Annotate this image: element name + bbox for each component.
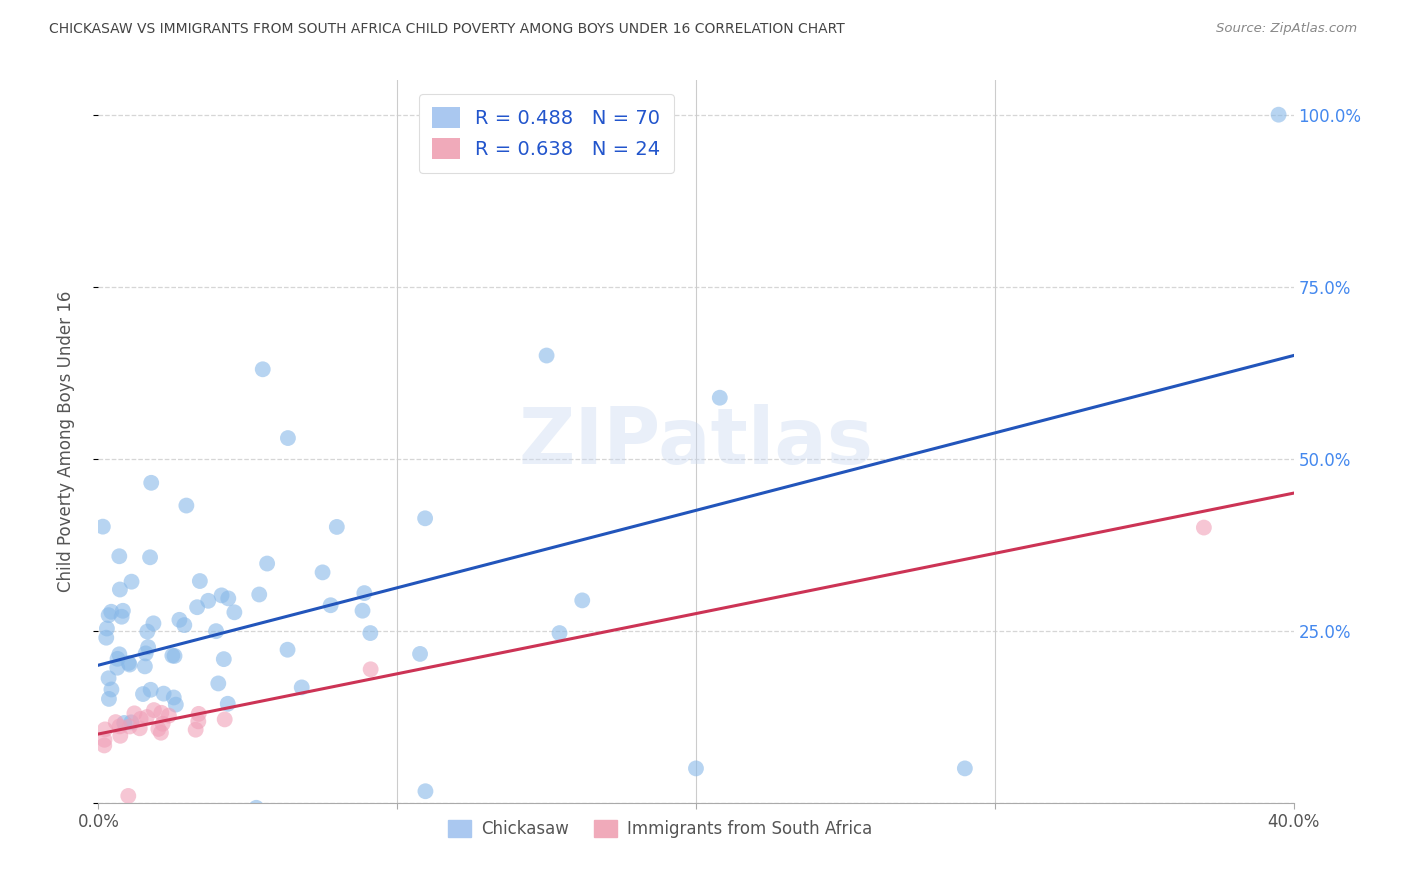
Point — [134, 659, 156, 673]
Point — [132, 687, 155, 701]
Point — [197, 594, 219, 608]
Text: ZIPatlas: ZIPatlas — [519, 403, 873, 480]
Point — [111, 609, 134, 624]
Point — [359, 626, 381, 640]
Point — [117, 656, 139, 670]
Point — [108, 719, 131, 733]
Point — [117, 789, 139, 803]
Point — [104, 715, 127, 730]
Point — [217, 697, 239, 711]
Point — [953, 761, 976, 775]
Point — [187, 706, 209, 721]
Point — [152, 716, 174, 731]
Point — [176, 499, 198, 513]
Point — [96, 622, 118, 636]
Point — [142, 703, 165, 717]
Point — [186, 600, 208, 615]
Point — [97, 608, 120, 623]
Point — [685, 761, 707, 775]
Point — [97, 671, 120, 685]
Point — [247, 587, 270, 601]
Point — [536, 349, 558, 363]
Point — [136, 640, 159, 654]
Point — [148, 722, 170, 736]
Point — [187, 714, 209, 729]
Point — [319, 599, 342, 613]
Point — [1192, 520, 1215, 534]
Text: Source: ZipAtlas.com: Source: ZipAtlas.com — [1216, 22, 1357, 36]
Point — [118, 719, 141, 733]
Point — [277, 431, 299, 445]
Point — [188, 574, 211, 588]
Point — [169, 613, 191, 627]
Point — [105, 661, 128, 675]
Point — [108, 582, 131, 597]
Point — [157, 708, 180, 723]
Point — [207, 676, 229, 690]
Point — [277, 642, 299, 657]
Point — [107, 652, 129, 666]
Point — [211, 588, 233, 602]
Point — [120, 715, 142, 730]
Text: CHICKASAW VS IMMIGRANTS FROM SOUTH AFRICA CHILD POVERTY AMONG BOYS UNDER 16 CORR: CHICKASAW VS IMMIGRANTS FROM SOUTH AFRIC… — [49, 22, 845, 37]
Point — [409, 647, 432, 661]
Point — [205, 624, 228, 639]
Point — [571, 593, 593, 607]
Point — [413, 511, 436, 525]
Point — [415, 784, 437, 798]
Point — [111, 604, 134, 618]
Point — [548, 626, 571, 640]
Point — [112, 716, 135, 731]
Point — [97, 692, 120, 706]
Point — [162, 648, 184, 663]
Point — [173, 618, 195, 632]
Point — [217, 591, 239, 606]
Point — [136, 624, 159, 639]
Point — [212, 652, 235, 666]
Legend: Chickasaw, Immigrants from South Africa: Chickasaw, Immigrants from South Africa — [441, 814, 879, 845]
Point — [352, 604, 374, 618]
Point — [142, 616, 165, 631]
Point — [360, 662, 382, 676]
Point — [135, 710, 157, 724]
Point — [291, 681, 314, 695]
Point — [128, 721, 150, 735]
Point — [150, 706, 173, 720]
Point — [110, 729, 132, 743]
Point — [184, 723, 207, 737]
Point — [1267, 108, 1289, 122]
Point — [135, 646, 157, 660]
Point — [252, 362, 274, 376]
Point — [214, 712, 236, 726]
Point — [224, 605, 246, 619]
Point — [165, 698, 187, 712]
Y-axis label: Child Poverty Among Boys Under 16: Child Poverty Among Boys Under 16 — [56, 291, 75, 592]
Point — [139, 550, 162, 565]
Point — [100, 682, 122, 697]
Point — [93, 739, 115, 753]
Point — [91, 519, 114, 533]
Point — [93, 732, 115, 747]
Point — [311, 566, 333, 580]
Point — [256, 557, 278, 571]
Point — [152, 687, 174, 701]
Point — [709, 391, 731, 405]
Point — [108, 549, 131, 564]
Point — [353, 586, 375, 600]
Point — [139, 682, 162, 697]
Point — [124, 706, 146, 721]
Point — [141, 475, 163, 490]
Point — [149, 725, 172, 739]
Point — [100, 605, 122, 619]
Point — [163, 648, 186, 663]
Point — [121, 574, 143, 589]
Point — [94, 723, 117, 737]
Point — [129, 712, 152, 726]
Point — [96, 631, 118, 645]
Point — [108, 648, 131, 662]
Point — [163, 690, 186, 705]
Point — [245, 801, 267, 815]
Point — [118, 657, 141, 672]
Point — [326, 520, 349, 534]
